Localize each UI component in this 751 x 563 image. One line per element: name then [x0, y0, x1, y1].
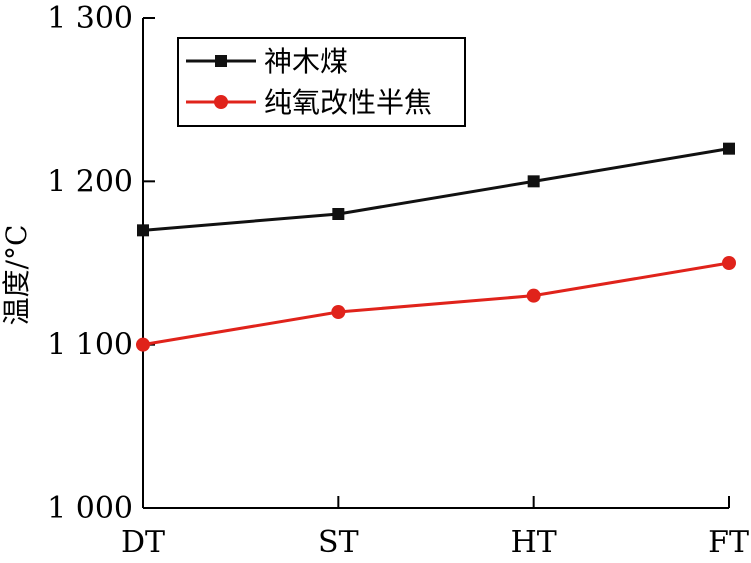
data-point-circle [136, 337, 150, 352]
x-tick-label: HT [511, 525, 557, 560]
data-point-square [332, 208, 345, 220]
legend-label: 神木煤 [264, 45, 348, 78]
x-tick-label: ST [318, 525, 359, 560]
axes: 1 000 1 100 1 200 1 300 DT ST HT FT [47, 1, 749, 560]
y-tick-label: 1 300 [47, 1, 133, 36]
data-point-circle [722, 256, 736, 270]
y-tick-label: 1 200 [47, 164, 133, 199]
y-axis-title: 温度/°C [0, 225, 33, 326]
x-tick-label: FT [708, 525, 749, 560]
legend-box [177, 37, 466, 127]
y-tick-label: 1 100 [47, 328, 133, 363]
series-line [142, 261, 730, 347]
legend-marker-circle [214, 95, 228, 109]
data-point-circle [331, 305, 346, 319]
y-tick-label: 1 000 [47, 491, 133, 526]
data-point-square [723, 142, 735, 155]
data-point-square [137, 224, 149, 237]
series-line [142, 147, 730, 232]
x-tick-label: DT [121, 525, 165, 560]
legend-marker-square [215, 55, 227, 67]
data-point-square [527, 175, 540, 188]
legend-label: 纯氧改性半焦 [264, 86, 432, 119]
series-layer [136, 142, 736, 352]
data-point-circle [526, 288, 541, 303]
